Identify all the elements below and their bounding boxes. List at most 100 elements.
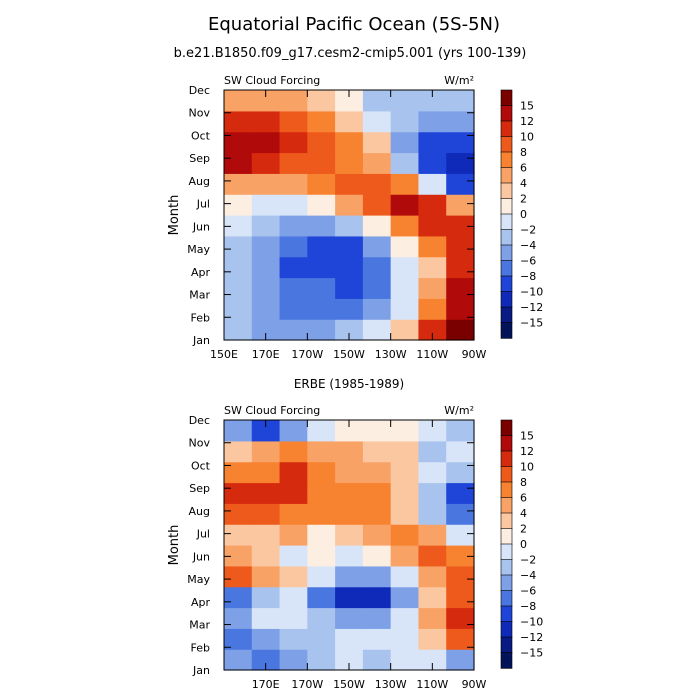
colorbar-label: −12 bbox=[520, 301, 543, 314]
colorbar-label: 4 bbox=[520, 507, 527, 520]
heatmap-cell bbox=[335, 482, 364, 504]
heatmap-cell bbox=[446, 461, 475, 484]
colorbar-label: 0 bbox=[520, 208, 527, 221]
heatmap-cell bbox=[279, 524, 308, 546]
colorbar-swatch bbox=[500, 590, 513, 607]
y-axis-label: Month bbox=[167, 195, 182, 236]
heatmap-cell bbox=[307, 298, 336, 320]
heatmap-cell bbox=[335, 503, 364, 525]
heatmap-cell bbox=[251, 110, 281, 133]
y-tick-label: Nov bbox=[189, 107, 211, 120]
y-tick-label: Oct bbox=[191, 459, 211, 472]
panels: JanFebMarAprMayJunJulAugSepOctNovDec150E… bbox=[167, 74, 543, 691]
heatmap-cell bbox=[362, 131, 392, 154]
heatmap-cell bbox=[418, 131, 447, 154]
heatmap-cell bbox=[307, 524, 336, 546]
heatmap-cell bbox=[251, 524, 281, 546]
heatmap-cell bbox=[279, 110, 308, 133]
colorbar-swatch bbox=[500, 543, 513, 561]
heatmap-cell bbox=[390, 194, 420, 216]
colorbar-swatch bbox=[500, 198, 513, 215]
heatmap-cell bbox=[362, 503, 392, 525]
colorbar-label: 12 bbox=[520, 445, 534, 458]
x-tick-label: 130W bbox=[375, 348, 407, 361]
panel-units-label: W/m² bbox=[444, 74, 474, 87]
heatmap-cell bbox=[251, 173, 281, 195]
heatmap-cell bbox=[307, 628, 336, 650]
heatmap-cell bbox=[362, 565, 392, 588]
heatmap-cell bbox=[335, 461, 364, 484]
heatmap-cell bbox=[446, 152, 475, 174]
heatmap-cell bbox=[335, 420, 364, 442]
colorbar-swatch bbox=[500, 559, 513, 576]
heatmap-cell bbox=[251, 607, 281, 629]
colorbar-label: −10 bbox=[520, 286, 543, 299]
colorbar-label: 8 bbox=[520, 146, 527, 159]
colorbar-swatch bbox=[500, 574, 513, 592]
x-tick-label: 170E bbox=[252, 348, 280, 361]
colorbar-swatch bbox=[500, 89, 513, 107]
heatmap-cell bbox=[224, 461, 253, 484]
heatmap-cell bbox=[418, 110, 447, 133]
heatmap-cell bbox=[279, 565, 308, 588]
panel-left-label: SW Cloud Forcing bbox=[224, 74, 320, 87]
y-tick-label: Jul bbox=[196, 528, 210, 541]
heatmap-cell bbox=[362, 607, 392, 629]
colorbar-swatch bbox=[500, 636, 513, 654]
heatmap-cell bbox=[418, 461, 447, 484]
colorbar-swatch bbox=[500, 528, 513, 545]
colorbar-label: 15 bbox=[520, 100, 534, 113]
heatmap-cell bbox=[279, 194, 308, 216]
colorbar-label: −6 bbox=[520, 255, 536, 268]
colorbar-swatch bbox=[500, 605, 513, 623]
heatmap-cell bbox=[446, 90, 475, 112]
colorbar-swatch bbox=[500, 652, 513, 669]
colorbar-label: −6 bbox=[520, 585, 536, 598]
colorbar-label: −12 bbox=[520, 631, 543, 644]
heatmap-cell bbox=[307, 440, 336, 463]
heatmap-cell bbox=[224, 173, 253, 195]
heatmap-cell bbox=[307, 235, 336, 258]
colorbar-label: 10 bbox=[520, 131, 534, 144]
heatmap-cell bbox=[418, 215, 447, 237]
y-tick-label: Aug bbox=[189, 505, 210, 518]
heatmap-cell bbox=[279, 482, 308, 504]
heatmap-cell bbox=[307, 173, 336, 195]
x-tick-label: 170W bbox=[291, 348, 323, 361]
heatmap-cell bbox=[418, 256, 447, 279]
x-tick-label: 90W bbox=[462, 678, 487, 691]
heatmap-cell bbox=[335, 440, 364, 463]
colorbar-swatch bbox=[500, 450, 513, 468]
heatmap-cell bbox=[224, 298, 253, 320]
heatmap-cell bbox=[390, 586, 420, 609]
heatmap-cell bbox=[251, 440, 281, 463]
heatmap-cell bbox=[362, 440, 392, 463]
x-tick-label: 90W bbox=[462, 348, 487, 361]
heatmap-cell bbox=[307, 256, 336, 279]
heatmap-cell bbox=[362, 319, 392, 341]
heatmap-cell bbox=[362, 194, 392, 216]
colorbar-label: −10 bbox=[520, 616, 543, 629]
heatmap-cell bbox=[446, 524, 475, 546]
y-tick-label: Aug bbox=[189, 175, 210, 188]
y-tick-label: May bbox=[187, 573, 210, 586]
heatmap-cell bbox=[307, 194, 336, 216]
heatmap-cell bbox=[446, 131, 475, 154]
heatmap-cell bbox=[335, 235, 364, 258]
heatmap-cell bbox=[390, 545, 420, 567]
heatmap-cell bbox=[446, 235, 475, 258]
colorbar-label: 6 bbox=[520, 492, 527, 505]
colorbar-swatch bbox=[500, 419, 513, 437]
heatmap-cell bbox=[307, 503, 336, 525]
heatmap-cell bbox=[279, 256, 308, 279]
heatmap-cell bbox=[307, 565, 336, 588]
x-tick-label: 170E bbox=[252, 678, 280, 691]
heatmap-cell bbox=[446, 277, 475, 299]
heatmap-cell bbox=[224, 440, 253, 463]
y-tick-label: May bbox=[187, 243, 210, 256]
colorbar-label: −8 bbox=[520, 600, 536, 613]
heatmap-cell bbox=[390, 319, 420, 341]
y-tick-label: Dec bbox=[189, 414, 210, 427]
heatmap-cell bbox=[279, 131, 308, 154]
heatmap-cell bbox=[362, 586, 392, 609]
